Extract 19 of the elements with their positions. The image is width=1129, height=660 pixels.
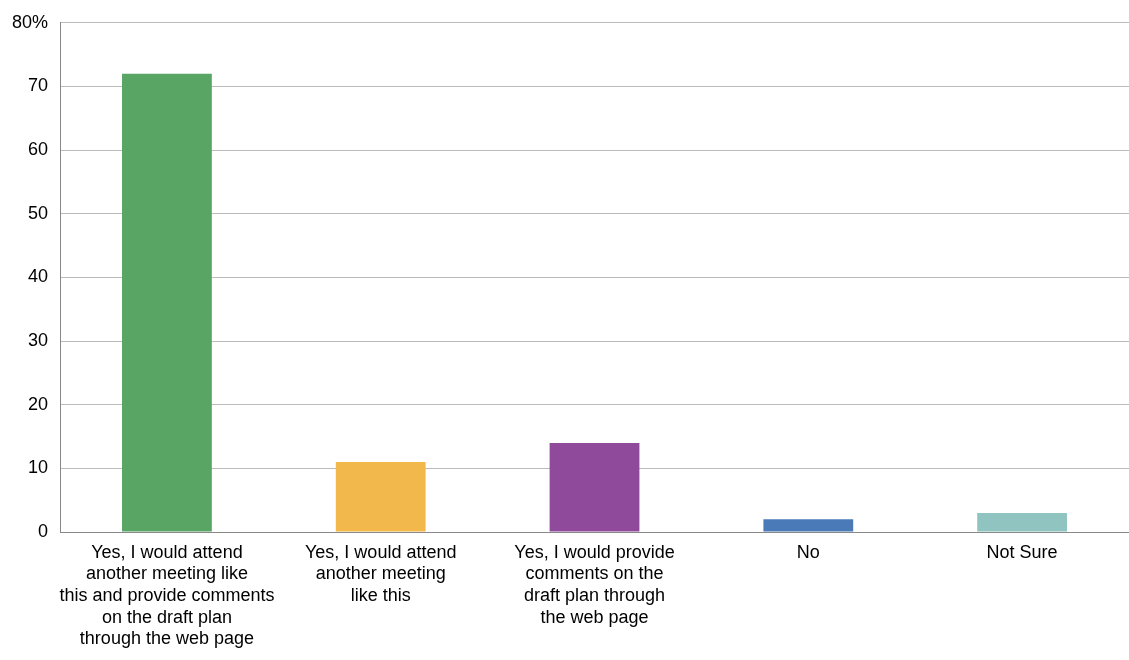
y-tick-label: 60	[28, 139, 49, 160]
y-tick-label: 20	[28, 393, 49, 414]
x-tick-label: Not Sure	[986, 541, 1058, 562]
x-tick-label: Yes, I would provide comments on the draft plan through the web page	[514, 541, 675, 627]
bar	[763, 519, 854, 532]
y-tick-label: 30	[28, 330, 49, 351]
y-tick-label: 10	[28, 457, 49, 478]
bar	[977, 512, 1067, 532]
x-tick-label: Yes, I would attend another meeting like this	[304, 541, 457, 605]
y-tick-label: 70	[28, 75, 49, 96]
y-tick-label: 0	[38, 520, 49, 541]
x-tick-label: No	[796, 541, 820, 562]
x-tick-label: Yes, I would attend another meeting like this and provide comments on the draft plan through the web page	[59, 541, 275, 649]
y-tick-label: 40	[28, 266, 49, 287]
bar	[549, 442, 640, 532]
y-tick-label: 50	[28, 202, 49, 223]
bar	[335, 461, 426, 532]
bar	[122, 73, 212, 532]
y-tick-label: 80%	[12, 11, 49, 32]
